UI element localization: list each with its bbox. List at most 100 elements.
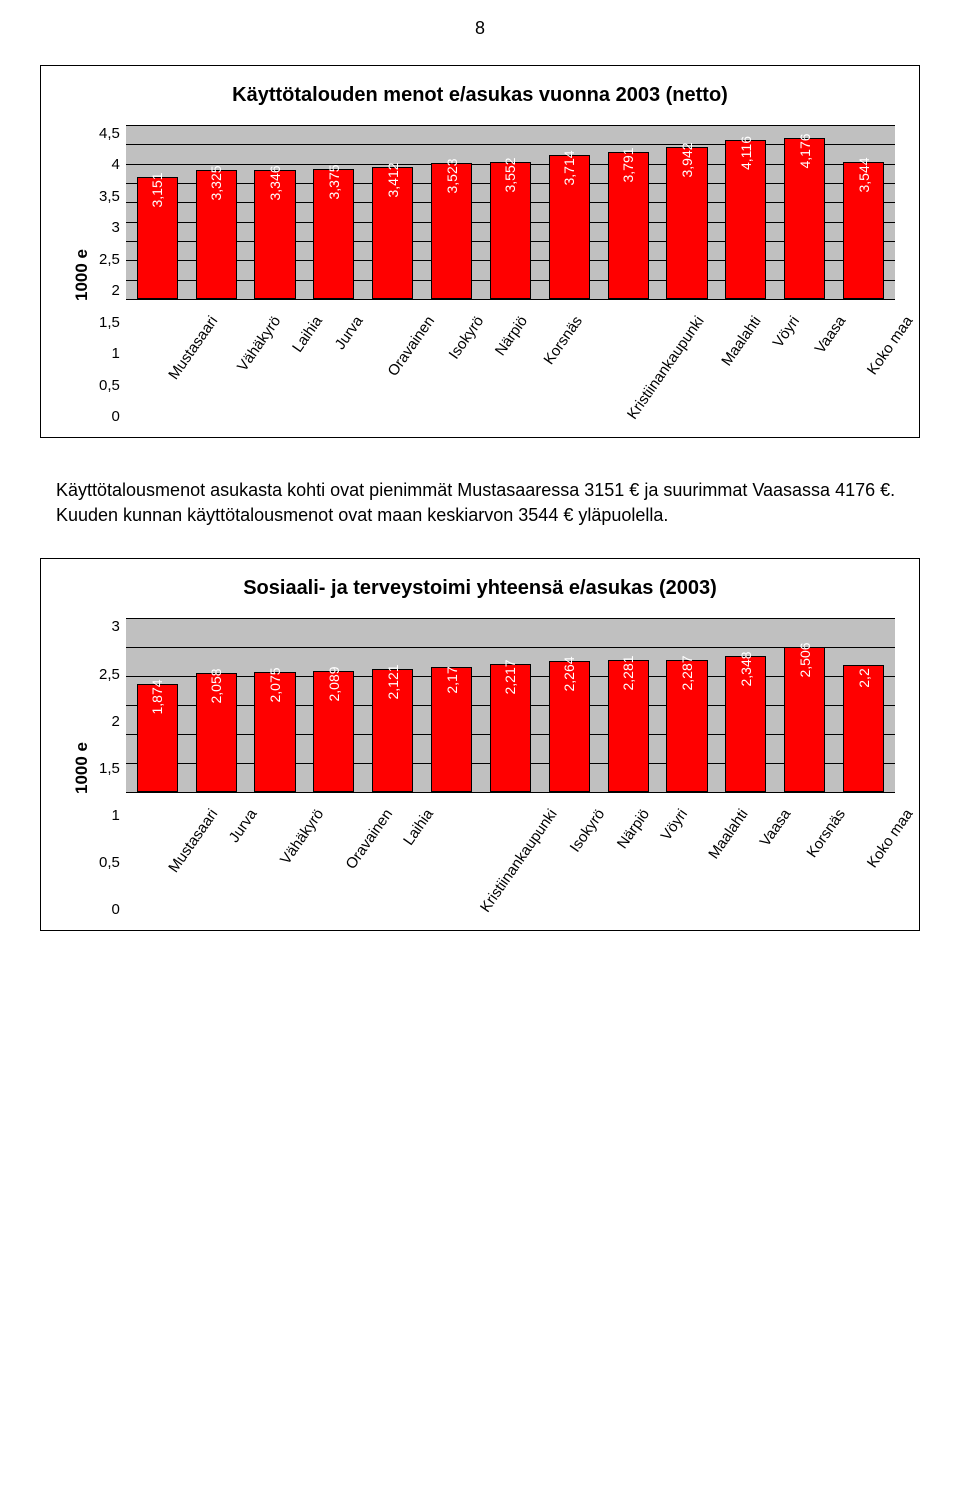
chart2-ylabel-wrap: 1000 e: [65, 618, 99, 918]
chart1-bar: 3,552: [490, 162, 531, 299]
chart2-ytick: 1: [112, 807, 120, 824]
chart1-bar-slot: 3,325: [187, 125, 246, 299]
chart2-bar-slot: 2,287: [658, 618, 717, 792]
chart2-title: Sosiaali- ja terveystoimi yhteensä e/asu…: [65, 577, 895, 600]
chart1-bar-value: 3,523: [444, 158, 460, 193]
chart1-bar: 3,544: [843, 162, 884, 299]
chart2-bar-value: 2,058: [208, 668, 224, 703]
chart1-ylabel: 1000 e: [72, 249, 92, 301]
chart1-ytick: 2,5: [99, 251, 120, 268]
chart1-gridline: [126, 299, 895, 300]
chart1-ytick: 3: [112, 219, 120, 236]
chart2-bar: 2,217: [490, 664, 531, 793]
chart2-bar-value: 2,287: [679, 655, 695, 690]
chart2-bar-slot: 2,17: [422, 618, 481, 792]
chart1-bar: 4,116: [725, 140, 766, 299]
chart2-bar-value: 1,874: [149, 679, 165, 714]
chart1-title: Käyttötalouden menot e/asukas vuonna 200…: [65, 84, 895, 107]
chart1-bar-value: 3,714: [561, 151, 577, 186]
description-paragraph: Käyttötalousmenot asukasta kohti ovat pi…: [56, 478, 904, 528]
chart2-bar-slot: 2,2: [834, 618, 893, 792]
chart2-bar-slot: 2,264: [540, 618, 599, 792]
chart2-bar-slot: 2,506: [775, 618, 834, 792]
chart1-bar-value: 3,412: [385, 163, 401, 198]
chart1-bar-value: 3,791: [620, 148, 636, 183]
chart1-bar-slot: 4,116: [716, 125, 775, 299]
chart1-bar: 3,412: [372, 167, 413, 299]
chart1-bar-value: 3,346: [267, 165, 283, 200]
chart1-bar-slot: 3,942: [658, 125, 717, 299]
chart2-bar-slot: 2,089: [304, 618, 363, 792]
chart2-bar: 1,874: [137, 684, 178, 793]
chart1-ytick: 1,5: [99, 314, 120, 331]
chart2-bar: 2,089: [313, 671, 354, 792]
chart2-xaxis: MustasaariJurvaVähäkyröOravainenLaihiaKr…: [126, 798, 895, 918]
chart1-yaxis: 4,5 4 3,5 3 2,5 2 1,5 1 0,5 0: [99, 125, 126, 425]
chart1-ytick: 3,5: [99, 188, 120, 205]
chart2-bar-slot: 2,075: [246, 618, 305, 792]
chart1-bar: 3,714: [549, 155, 590, 299]
chart2-yaxis: 3 2,5 2 1,5 1 0,5 0: [99, 618, 126, 918]
chart2-ytick: 3: [112, 618, 120, 635]
page-number: 8: [0, 0, 960, 49]
chart2-gridline: [126, 792, 895, 793]
chart2-ytick: 2: [112, 713, 120, 730]
chart2-ylabel: 1000 e: [72, 742, 92, 794]
chart2-bar-slot: 1,874: [128, 618, 187, 792]
chart2-bar: 2,264: [549, 661, 590, 792]
chart1-bar-slot: 3,346: [246, 125, 305, 299]
chart1-bar-value: 3,552: [502, 157, 518, 192]
chart2-ytick: 0,5: [99, 854, 120, 871]
chart2-bar: 2,121: [372, 669, 413, 792]
chart1-bars-row: 3,151 3,325 3,346 3,375 3,412 3,523 3,552 3,714…: [126, 125, 895, 299]
chart1-bar-slot: 3,552: [481, 125, 540, 299]
chart2-bar: 2,348: [725, 656, 766, 792]
chart2-bar-slot: 2,058: [187, 618, 246, 792]
chart2-bar-value: 2,281: [620, 656, 636, 691]
chart2-bar: 2,281: [608, 660, 649, 792]
chart1-ytick: 4: [112, 156, 120, 173]
chart1-bar-value: 3,375: [326, 164, 342, 199]
chart1-ytick: 0: [112, 408, 120, 425]
chart1-bar-slot: 3,791: [599, 125, 658, 299]
chart2-bar-value: 2,121: [385, 665, 401, 700]
chart1-xtick-label: Koko maa: [864, 313, 917, 378]
chart2-ytick: 1,5: [99, 760, 120, 777]
chart1-bar-slot: 3,714: [540, 125, 599, 299]
chart1-bar: 3,791: [608, 152, 649, 299]
chart1-bar-slot: 3,151: [128, 125, 187, 299]
chart2-plot: 1,8742,0582,0752,0892,1212,172,2172,2642…: [126, 618, 895, 792]
chart2-bar-slot: 2,217: [481, 618, 540, 792]
chart2-bar-value: 2,2: [856, 668, 872, 687]
chart1-bar-value: 3,544: [856, 157, 872, 192]
chart1-bar-value: 3,151: [149, 173, 165, 208]
chart1-ytick: 2: [112, 282, 120, 299]
chart2-bars-row: 1,8742,0582,0752,0892,1212,172,2172,2642…: [126, 618, 895, 792]
chart2-bar: 2,17: [431, 667, 472, 793]
chart1-bar: 4,176: [784, 138, 825, 299]
chart1-bar: 3,346: [254, 170, 295, 299]
chart1-bar-slot: 4,176: [775, 125, 834, 299]
chart1-plot: 3,151 3,325 3,346 3,375 3,412 3,523 3,552 3,714…: [126, 125, 895, 299]
chart2-bar-value: 2,264: [561, 657, 577, 692]
chart2-bar: 2,058: [196, 673, 237, 792]
chart2-bar-value: 2,17: [444, 666, 460, 693]
chart2-bar: 2,075: [254, 672, 295, 792]
chart1-bar-value: 3,325: [208, 166, 224, 201]
chart1-ytick: 0,5: [99, 377, 120, 394]
chart2-bar-value: 2,348: [738, 652, 754, 687]
chart1-ytick: 1: [112, 345, 120, 362]
chart1-ytick: 4,5: [99, 125, 120, 142]
chart1-bar-value: 4,116: [738, 136, 754, 170]
chart2-ytick: 0: [112, 901, 120, 918]
chart1-xaxis: MustasaariVähäkyröLaihiaJurvaOravainenIs…: [126, 305, 895, 425]
chart2-bar: 2,506: [784, 647, 825, 792]
chart2-bar-slot: 2,121: [363, 618, 422, 792]
chart1-bar: 3,325: [196, 170, 237, 299]
chart1-bar-slot: 3,544: [834, 125, 893, 299]
chart2-xtick: Mustasaari: [126, 798, 199, 918]
chart2-bar-slot: 2,348: [716, 618, 775, 792]
chart2-ytick: 2,5: [99, 666, 120, 683]
chart2-bar: 2,287: [666, 660, 707, 793]
chart2-bar: 2,2: [843, 665, 884, 793]
